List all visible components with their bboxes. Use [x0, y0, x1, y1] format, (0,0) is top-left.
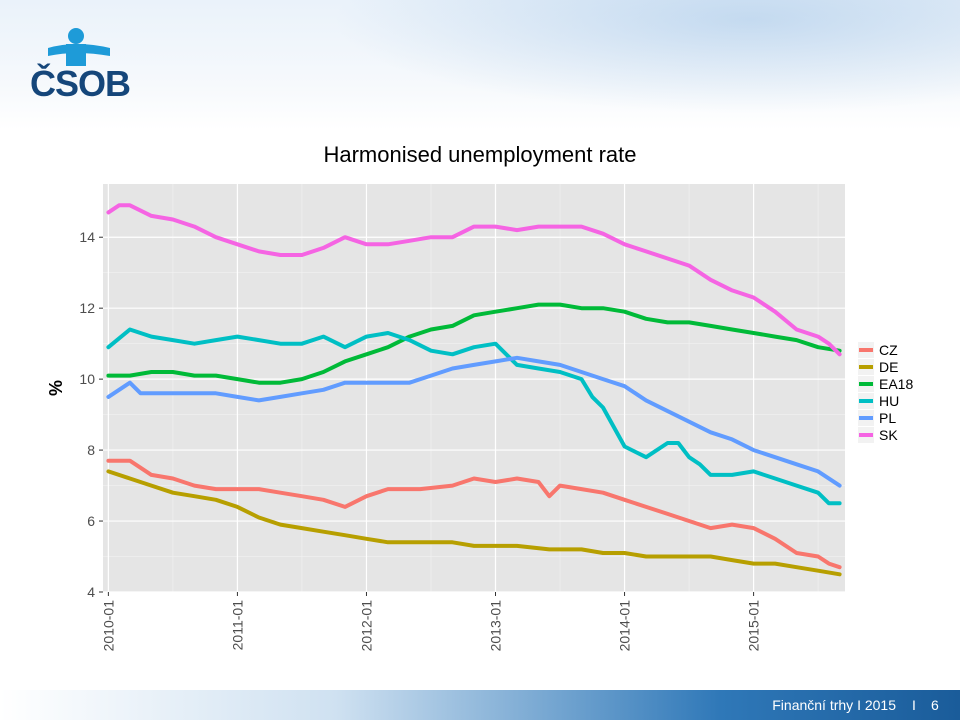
- y-tick-label: 6: [87, 513, 95, 529]
- series-line-cz: [106, 458, 842, 570]
- chart-title: Harmonised unemployment rate: [323, 142, 637, 167]
- x-tick-label: 2015-01: [746, 600, 762, 652]
- legend-label: DE: [879, 359, 898, 375]
- line-chart: 4 6 8 10 12 14 2010-01 2011-01 2012-01 2013-01 201…: [46, 184, 913, 652]
- x-tick-label: 2014-01: [617, 600, 633, 652]
- header-band: [0, 0, 960, 130]
- y-axis-label: %: [46, 380, 66, 396]
- logo-text: ČSOB: [30, 63, 131, 104]
- legend-label: PL: [879, 410, 896, 426]
- y-tick-label: 12: [79, 300, 95, 316]
- y-tick-label: 4: [87, 584, 95, 600]
- x-tick-label: 2011-01: [229, 600, 245, 651]
- x-tick-label: 2012-01: [358, 600, 374, 652]
- x-tick-label: 2013-01: [488, 600, 504, 652]
- page-number: 6: [931, 697, 939, 713]
- y-tick-label: 10: [79, 371, 95, 387]
- series-line-pl: [106, 355, 842, 488]
- series-line-hu: [106, 327, 842, 506]
- series-line-ea18: [106, 302, 842, 385]
- legend-label: HU: [879, 393, 899, 409]
- footer-separator: I: [912, 697, 916, 713]
- series-line-sk: [106, 203, 842, 357]
- csob-logo: ČSOB: [28, 26, 131, 104]
- legend-label: EA18: [879, 376, 913, 392]
- legend-label: CZ: [879, 342, 898, 358]
- legend-label: SK: [879, 427, 898, 443]
- footer-bar: [0, 690, 960, 720]
- x-tick-label: 2010-01: [100, 600, 116, 652]
- header-sheen: [260, 0, 960, 130]
- series-line-de: [106, 469, 842, 577]
- y-tick-label: 8: [87, 442, 95, 458]
- csob-logo-mark: [48, 28, 110, 66]
- plot-panel: [103, 184, 845, 592]
- footer-text: Finanční trhy I 2015: [772, 697, 896, 713]
- y-tick-label: 14: [79, 229, 95, 245]
